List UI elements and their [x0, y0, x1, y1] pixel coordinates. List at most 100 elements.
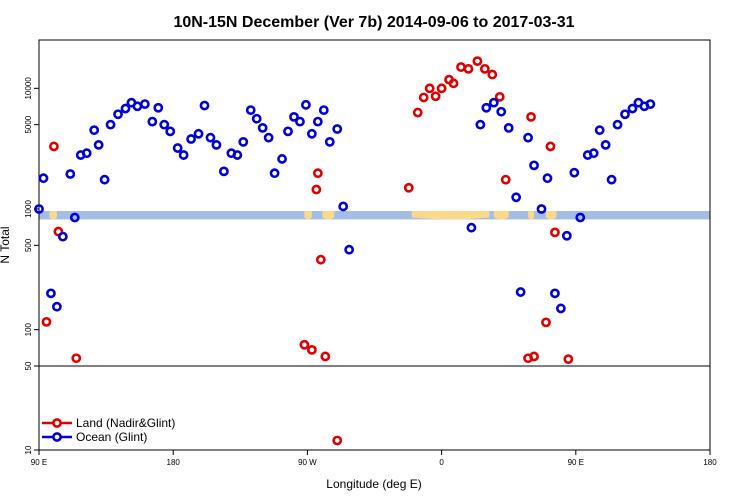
land-point [472, 56, 483, 67]
land-point [529, 351, 539, 362]
ocean-point [475, 119, 486, 130]
ocean-point [612, 119, 623, 130]
y-axis-label: N Total [0, 226, 12, 263]
ocean-point [132, 101, 143, 112]
ocean-point [277, 154, 287, 164]
y-tick-label: 1000 [24, 200, 33, 218]
ocean-point [211, 139, 222, 150]
land-point [332, 435, 343, 446]
land-mask-area [545, 211, 557, 220]
ocean-point [263, 132, 274, 143]
ocean-point [69, 212, 80, 223]
land-point [563, 354, 574, 365]
land-point [306, 344, 317, 355]
land-point [418, 92, 429, 103]
ocean-point [153, 102, 164, 113]
ocean-point [555, 303, 566, 314]
ocean-point [344, 244, 355, 255]
land-point [424, 83, 435, 94]
ocean-point [251, 113, 262, 124]
reference-band [39, 211, 710, 220]
ocean-point [318, 105, 329, 116]
ocean-point [306, 128, 317, 139]
legend-label-land: Land (Nadir&Glint) [76, 416, 175, 430]
ocean-point [81, 148, 92, 159]
x-tick-label: 0 [439, 458, 444, 467]
ocean-point [561, 230, 572, 241]
ocean-point [488, 97, 499, 108]
ocean-point [575, 212, 586, 223]
plot-area [38, 39, 711, 451]
land-point [526, 111, 536, 122]
ocean-point [295, 116, 305, 127]
ocean-point [105, 119, 116, 130]
land-point [311, 184, 322, 195]
land-mask-area [49, 211, 57, 220]
land-point [545, 141, 556, 152]
ocean-point [496, 106, 507, 117]
land-point [463, 63, 474, 74]
ocean-point [588, 148, 599, 159]
ocean-point [324, 136, 335, 147]
land-mask-area [304, 211, 312, 220]
land-mask-area [493, 211, 509, 220]
ocean-point [51, 301, 62, 312]
ocean-point [594, 125, 605, 136]
land-point [456, 62, 466, 72]
ocean-point [627, 103, 638, 114]
y-tick-label: 50 [24, 361, 33, 370]
ocean-point [172, 143, 183, 153]
ocean-point [301, 99, 311, 110]
land-point [315, 254, 326, 265]
ocean-point [165, 126, 176, 137]
land-point [71, 353, 82, 364]
ocean-point [542, 173, 553, 184]
land-point [436, 83, 447, 94]
y-tick-label: 10000 [24, 77, 33, 100]
land-point [550, 227, 560, 238]
ocean-point [238, 136, 249, 147]
ocean-point [550, 288, 560, 299]
land-mask-area [411, 211, 490, 220]
ocean-point [139, 99, 150, 110]
ocean-point [269, 168, 280, 179]
ocean-point [89, 125, 100, 136]
land-point [500, 174, 511, 185]
land-point [320, 351, 331, 362]
ocean-point [283, 126, 293, 137]
land-point [494, 91, 505, 102]
y-tick-label: 100 [24, 322, 33, 336]
ocean-point [159, 119, 170, 130]
ocean-point [99, 174, 110, 185]
ocean-point [199, 100, 210, 111]
ocean-point [312, 116, 323, 127]
x-tick-label: 180 [167, 458, 181, 467]
legend-marker-ocean [52, 432, 62, 442]
land-point [41, 316, 52, 327]
ocean-point [65, 169, 76, 179]
chart-title: 10N-15N December (Ver 7b) 2014-09-06 to … [173, 14, 574, 31]
plot-frame [38, 39, 711, 451]
ocean-point [536, 204, 547, 214]
ocean-point [113, 109, 123, 120]
ocean-point [645, 99, 656, 110]
ocean-point [332, 124, 343, 134]
land-point [412, 107, 423, 118]
land-mask-area [322, 211, 335, 220]
x-tick-label: 180 [703, 458, 717, 467]
ocean-point [569, 167, 580, 178]
ocean-point [338, 201, 349, 212]
x-tick-label: 90 E [31, 458, 47, 467]
ocean-point [46, 288, 56, 299]
land-point [430, 91, 441, 102]
ocean-point [93, 139, 104, 150]
x-tick-label: 90 W [298, 458, 317, 467]
ocean-point [120, 103, 131, 114]
y-tick-label: 500 [24, 238, 33, 252]
ocean-point [245, 105, 256, 116]
land-point [312, 168, 323, 179]
legend-marker-land [52, 418, 62, 428]
ocean-point [600, 139, 611, 150]
ocean-point [503, 122, 514, 133]
ocean-point [232, 150, 243, 160]
